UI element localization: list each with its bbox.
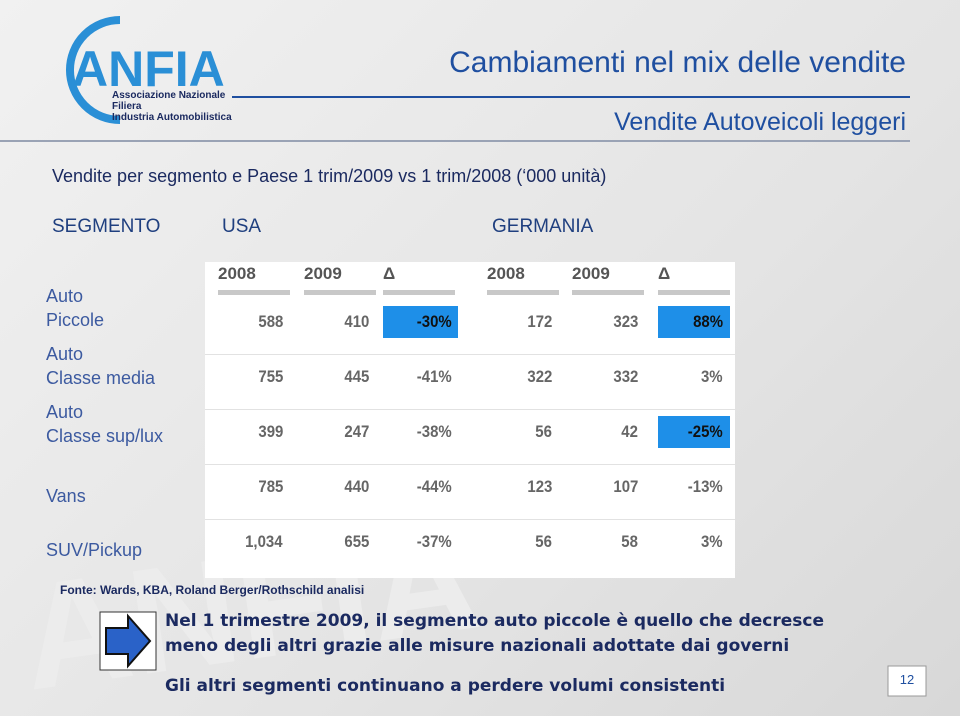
header-bar: [383, 290, 455, 295]
row-label-line: Piccole: [46, 310, 105, 330]
cell: 56: [535, 422, 552, 441]
logo-line: Associazione Nazionale: [112, 90, 226, 101]
logo-arc: [66, 16, 121, 124]
cell: 655: [344, 532, 369, 551]
header-bar: [487, 290, 559, 295]
page-box: [887, 665, 927, 697]
cell: 107: [613, 477, 638, 496]
column-header: Δ: [383, 264, 396, 283]
note: Nel 1 trimestre 2009, il segmento auto p…: [165, 611, 825, 631]
note: Gli altri segmenti continuano a perdere …: [165, 676, 726, 696]
cell: 58: [621, 532, 638, 551]
cell: 332: [613, 367, 638, 386]
row-label-line: Classe sup/lux: [46, 426, 164, 446]
cell: -25%: [688, 422, 723, 441]
row-label-line: SUV/Pickup: [46, 540, 143, 560]
subtitle: Vendite Autoveicoli leggeri: [614, 108, 906, 136]
row-separator: [205, 464, 735, 465]
page-number: 12: [899, 672, 915, 687]
cell: -38%: [417, 422, 452, 441]
cell: 172: [527, 312, 552, 331]
row-label-line: Auto: [46, 286, 84, 306]
row-label: Vans: [46, 484, 86, 508]
cell: 3%: [701, 367, 723, 386]
column-header: 2009: [304, 264, 342, 283]
logo-line: Filiera: [112, 101, 142, 112]
row-label: Auto Piccole: [46, 284, 104, 332]
cell: -30%: [417, 312, 452, 331]
highlight: [658, 416, 730, 448]
cell: 785: [258, 477, 283, 496]
column-header: 2009: [572, 264, 610, 283]
highlight: [383, 306, 458, 338]
column-header: 2008: [218, 264, 256, 283]
column-header: Δ: [658, 264, 671, 283]
cell: 399: [258, 422, 283, 441]
note: meno degli altri grazie alle misure nazi…: [165, 636, 790, 656]
logo-lines: Associazione Nazionale Filiera Industria…: [112, 90, 232, 123]
cell: 323: [613, 312, 638, 331]
cell: 123: [527, 477, 552, 496]
header-bar: [658, 290, 730, 295]
arrow: [105, 613, 152, 669]
row-separator: [205, 354, 735, 355]
row-label: Auto Classe media: [46, 342, 155, 390]
cell: 322: [527, 367, 552, 386]
cell: 88%: [693, 312, 723, 331]
cell: -13%: [688, 477, 723, 496]
title: Cambiamenti nel mix delle vendite: [449, 46, 906, 79]
row-label-line: Vans: [46, 486, 86, 506]
column-header: 2008: [487, 264, 525, 283]
cell: 755: [258, 367, 283, 386]
highlight: [658, 306, 730, 338]
row-label-line: Auto: [46, 402, 84, 422]
row-label: SUV/Pickup: [46, 538, 142, 562]
header-bar: [572, 290, 644, 295]
logo-name: ANFIA: [72, 41, 225, 97]
source: Fonte: Wards, KBA, Roland Berger/Rothsch…: [60, 583, 365, 597]
logo-line: Industria Automobilistica: [112, 112, 232, 123]
cell: 3%: [701, 532, 723, 551]
cell: 588: [258, 312, 283, 331]
row-separator: [205, 519, 735, 520]
row-label-line: Auto: [46, 344, 84, 364]
column-group: USA: [222, 216, 262, 237]
cell: 410: [344, 312, 369, 331]
cell: 42: [621, 422, 638, 441]
column-group: GERMANIA: [492, 216, 594, 237]
heading: Vendite per segmento e Paese 1 trim/2009…: [52, 166, 607, 186]
cell: 247: [344, 422, 369, 441]
row-label: Auto Classe sup/lux: [46, 400, 163, 448]
row-label-line: Classe media: [46, 368, 156, 388]
cell: -44%: [417, 477, 452, 496]
cell: -41%: [417, 367, 452, 386]
cell: 440: [344, 477, 369, 496]
column-group: SEGMENTO: [52, 216, 161, 237]
cell: 1,034: [245, 532, 283, 551]
cell: 56: [535, 532, 552, 551]
row-separator: [205, 409, 735, 410]
header-bar: [218, 290, 290, 295]
cell: 445: [344, 367, 369, 386]
cell: -37%: [417, 532, 452, 551]
table: 2008 2009 Δ 2008 2009 Δ 588 410 -30% 172 323 88% 755…: [205, 262, 735, 578]
header-bar: [304, 290, 376, 295]
